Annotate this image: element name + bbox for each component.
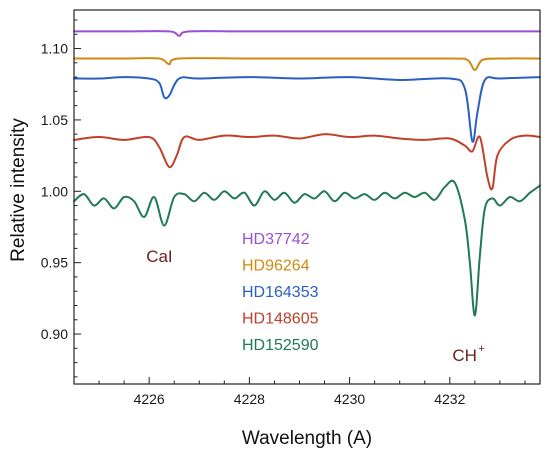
annotation-ch-plus: CH xyxy=(452,346,477,365)
series-line-hd164353 xyxy=(73,76,541,143)
series-line-hd37742 xyxy=(73,30,541,37)
series-lines xyxy=(73,30,541,317)
x-axis-ticks: 4226 4228 4230 4232 xyxy=(73,377,526,407)
series-line-hd96264 xyxy=(73,57,541,71)
y-tick-label: 1.10 xyxy=(41,41,68,57)
legend: HD37742 HD96264 HD164353 HD148605 HD152590 xyxy=(242,231,319,354)
y-axis-title: Relative intensity xyxy=(8,118,29,262)
y-tick-label: 0.90 xyxy=(41,326,68,342)
y-axis-ticks: 0.90 0.95 1.00 1.05 1.10 xyxy=(41,19,81,378)
annotations: CaI CH + xyxy=(146,247,485,365)
legend-entry-hd96264: HD96264 xyxy=(242,258,310,275)
x-tick-label: 4230 xyxy=(334,391,365,407)
y-tick-label: 0.95 xyxy=(41,255,68,271)
annotation-cai: CaI xyxy=(146,247,172,266)
legend-entry-hd148605: HD148605 xyxy=(242,311,319,328)
annotation-ch-plus-superscript: + xyxy=(478,343,484,355)
x-axis-title: Wavelength (A) xyxy=(242,428,372,449)
y-tick-label: 1.00 xyxy=(41,183,68,199)
series-line-hd148605 xyxy=(73,133,541,191)
x-tick-label: 4228 xyxy=(234,391,265,407)
series-line-hd152590 xyxy=(73,179,541,317)
y-tick-label: 1.05 xyxy=(41,112,68,128)
plot-frame xyxy=(73,9,541,385)
legend-entry-hd37742: HD37742 xyxy=(242,231,310,248)
legend-entry-hd152590: HD152590 xyxy=(242,337,319,354)
x-tick-label: 4226 xyxy=(134,391,165,407)
legend-entry-hd164353: HD164353 xyxy=(242,284,319,301)
x-tick-label: 4232 xyxy=(434,391,465,407)
